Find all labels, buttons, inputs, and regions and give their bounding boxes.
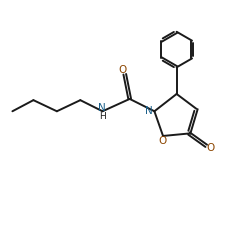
Text: N: N bbox=[145, 106, 153, 116]
Text: O: O bbox=[159, 136, 167, 146]
Text: N: N bbox=[98, 103, 106, 113]
Text: H: H bbox=[100, 112, 106, 121]
Text: O: O bbox=[207, 143, 215, 153]
Text: O: O bbox=[119, 65, 127, 75]
